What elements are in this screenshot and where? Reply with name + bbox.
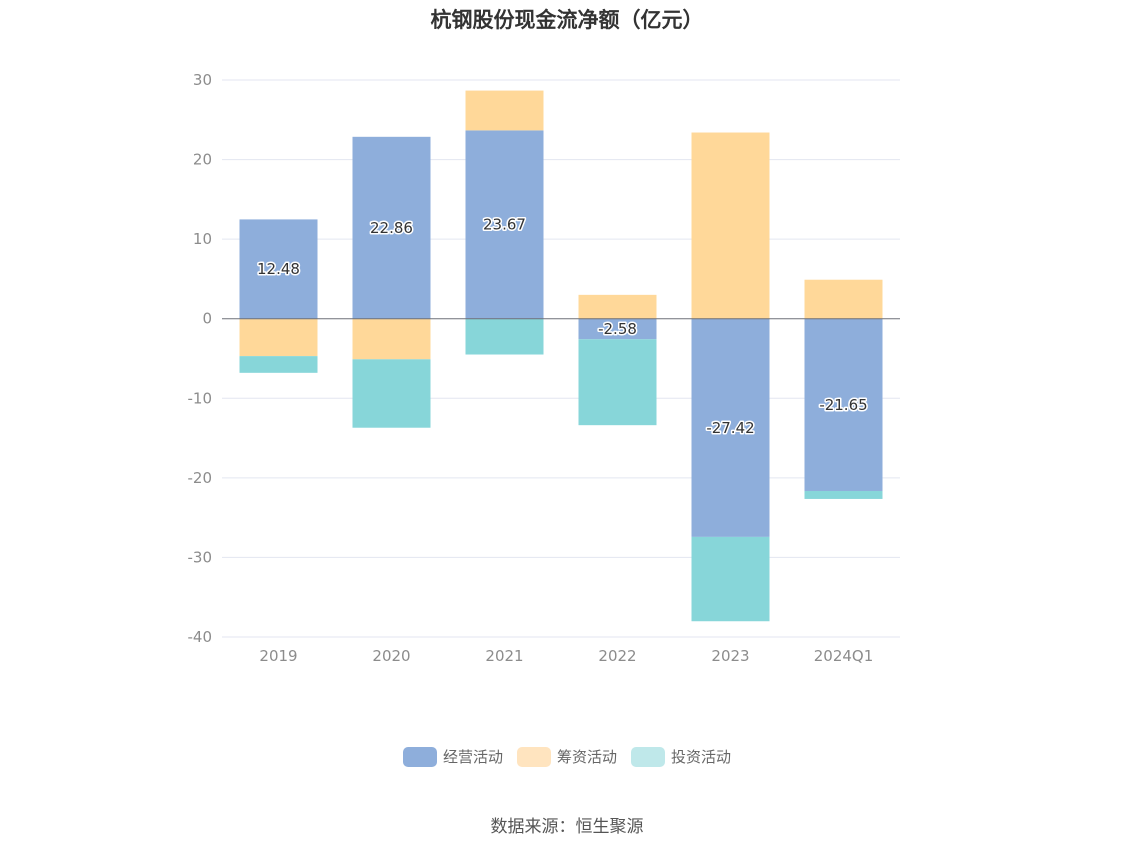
data-label: -2.58 [598,320,637,338]
bar-financing [465,90,544,131]
y-tick-label: 10 [193,230,212,248]
source-note: 数据来源：恒生聚源 [490,817,644,837]
data-label: -21.65 [819,396,867,414]
bar-investing [578,339,657,426]
bar-operating [465,130,544,319]
bar-financing [239,318,318,357]
chart-plot: 30 20 10 0 -10 -20 -30 -40 2019 2020 2021 2022 2023 2… [188,71,900,665]
y-tick-label: -20 [188,469,213,487]
bar-operating [239,219,318,319]
x-tick-label: 2024Q1 [814,647,874,665]
data-label: 12.48 [257,260,300,278]
data-label: -27.42 [706,419,754,437]
legend-item-financing[interactable]: 筹资活动 [516,746,617,767]
x-tick-label: 2021 [485,647,523,665]
y-tick-label: -40 [188,628,213,646]
bar-investing [465,318,544,355]
x-tick-label: 2020 [372,647,410,665]
bar-operating [691,318,770,537]
legend-label-operating: 经营活动 [442,748,503,766]
y-tick-label: -10 [188,389,213,407]
bar-investing [239,356,318,373]
y-tick-label: -30 [188,548,213,566]
x-tick-label: 2022 [598,647,636,665]
data-label: 22.86 [370,219,413,237]
bar-financing [804,279,883,319]
legend-swatch-financing [516,746,551,767]
x-tick-label: 2019 [259,647,297,665]
data-label: 23.67 [483,216,526,234]
bar-investing [352,359,431,428]
bar-financing [352,318,431,360]
legend-swatch-investing [631,746,665,767]
bar-investing [691,536,770,622]
legend-swatch-operating [402,746,437,767]
y-tick-label: 0 [202,310,212,328]
y-tick-label: 30 [193,71,212,89]
legend: 经营活动 筹资活动 投资活动 [0,746,1134,767]
y-tick-label: 20 [193,151,212,169]
bar-financing [691,132,770,319]
bar-operating [578,318,657,340]
legend-label-financing: 筹资活动 [556,748,617,766]
legend-label-investing: 投资活动 [671,748,732,766]
bar-operating [804,318,883,491]
legend-item-investing[interactable]: 投资活动 [631,746,731,767]
bar-financing [578,294,657,319]
chart-title: 杭钢股份现金流净额（亿元） [430,8,704,32]
bar-investing [804,490,883,499]
x-tick-label: 2023 [711,647,749,665]
legend-item-operating[interactable]: 经营活动 [402,746,503,767]
bar-operating [352,136,431,319]
